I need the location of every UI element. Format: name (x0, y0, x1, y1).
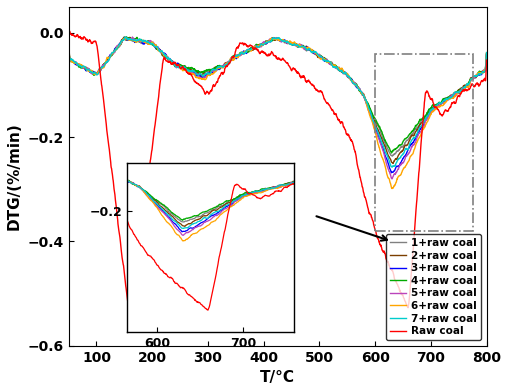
6+raw coal (304, 46, 310, 51)
4+raw coal (252, 44, 258, 49)
5+raw coal (243, 49, 249, 54)
6+raw coal (259, 42, 265, 46)
3+raw coal (260, 42, 266, 46)
Line: 3+raw coal: 3+raw coal (69, 38, 487, 173)
3+raw coal (484, 53, 490, 57)
7+raw coal (252, 46, 258, 51)
2+raw coal (115, 44, 121, 49)
4+raw coal (260, 42, 266, 47)
4+raw coal (243, 49, 249, 53)
2+raw coal (390, 161, 396, 166)
X-axis label: T/°C: T/°C (260, 370, 295, 385)
Raw coal (115, 224, 121, 229)
3+raw coal (304, 46, 310, 51)
3+raw coal (66, 46, 72, 51)
Bar (375, 54, 472, 231)
Raw coal (67, 29, 73, 34)
7+raw coal (484, 50, 490, 55)
3+raw coal (98, 67, 104, 72)
7+raw coal (389, 165, 395, 169)
2+raw coal (98, 67, 104, 71)
2+raw coal (126, 35, 133, 40)
1+raw coal (252, 47, 258, 52)
2+raw coal (260, 42, 266, 47)
2+raw coal (243, 49, 249, 54)
5+raw coal (484, 52, 490, 56)
Line: Raw coal: Raw coal (69, 31, 487, 315)
3+raw coal (252, 44, 258, 49)
Line: 6+raw coal: 6+raw coal (69, 38, 487, 189)
1+raw coal (121, 34, 128, 39)
6+raw coal (389, 186, 395, 191)
5+raw coal (130, 34, 136, 39)
Line: 2+raw coal: 2+raw coal (69, 37, 487, 163)
Line: 7+raw coal: 7+raw coal (69, 37, 487, 167)
Raw coal (304, 79, 310, 84)
6+raw coal (243, 49, 249, 54)
Raw coal (252, 45, 258, 50)
5+raw coal (260, 42, 266, 46)
6+raw coal (251, 45, 258, 50)
2+raw coal (66, 45, 72, 50)
Y-axis label: DTG/(%/min): DTG/(%/min) (7, 122, 22, 230)
7+raw coal (243, 50, 249, 55)
7+raw coal (66, 46, 72, 51)
Line: 5+raw coal: 5+raw coal (69, 37, 487, 179)
6+raw coal (268, 36, 274, 41)
Raw coal (243, 44, 249, 48)
3+raw coal (121, 36, 127, 40)
6+raw coal (484, 50, 490, 55)
5+raw coal (115, 43, 121, 48)
7+raw coal (260, 42, 266, 47)
4+raw coal (66, 45, 72, 50)
Raw coal (127, 312, 133, 317)
5+raw coal (389, 176, 395, 181)
Raw coal (98, 79, 104, 84)
7+raw coal (304, 47, 310, 52)
1+raw coal (389, 154, 395, 158)
5+raw coal (66, 45, 72, 50)
1+raw coal (66, 43, 72, 48)
4+raw coal (304, 47, 310, 52)
6+raw coal (66, 45, 72, 49)
7+raw coal (115, 44, 121, 49)
2+raw coal (304, 44, 310, 49)
4+raw coal (98, 66, 104, 71)
1+raw coal (260, 42, 266, 47)
1+raw coal (115, 45, 121, 50)
6+raw coal (115, 44, 121, 49)
6+raw coal (98, 67, 104, 71)
7+raw coal (98, 66, 104, 71)
Legend: 1+raw coal, 2+raw coal, 3+raw coal, 4+raw coal, 5+raw coal, 6+raw coal, 7+raw co: 1+raw coal, 2+raw coal, 3+raw coal, 4+ra… (386, 234, 482, 340)
2+raw coal (252, 45, 258, 50)
2+raw coal (484, 51, 490, 56)
4+raw coal (484, 51, 490, 56)
Line: 4+raw coal: 4+raw coal (69, 37, 487, 153)
1+raw coal (243, 49, 249, 53)
Raw coal (66, 29, 72, 34)
3+raw coal (389, 171, 395, 175)
4+raw coal (123, 35, 130, 40)
1+raw coal (484, 51, 490, 56)
4+raw coal (115, 44, 121, 49)
5+raw coal (252, 44, 258, 49)
Line: 1+raw coal: 1+raw coal (69, 37, 487, 156)
Raw coal (260, 49, 266, 54)
3+raw coal (243, 51, 249, 56)
4+raw coal (389, 151, 395, 155)
1+raw coal (304, 49, 310, 53)
Raw coal (484, 58, 490, 62)
5+raw coal (304, 46, 310, 51)
1+raw coal (98, 65, 104, 70)
7+raw coal (123, 35, 129, 40)
5+raw coal (98, 67, 104, 71)
3+raw coal (115, 44, 121, 48)
